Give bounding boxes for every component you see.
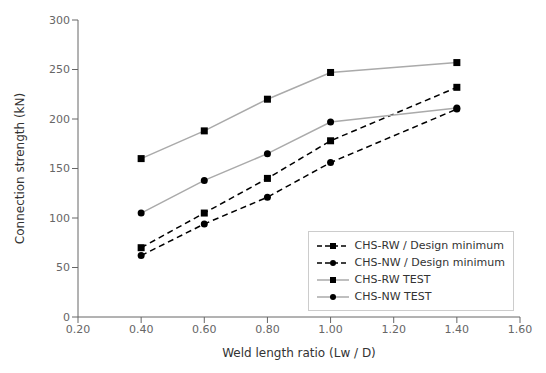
svg-text:1.60: 1.60	[508, 323, 533, 336]
svg-text:100: 100	[49, 212, 70, 225]
svg-text:1.40: 1.40	[445, 323, 470, 336]
svg-text:0: 0	[63, 311, 70, 324]
svg-text:Connection strength (kN): Connection strength (kN)	[13, 93, 27, 244]
svg-text:200: 200	[49, 113, 70, 126]
svg-text:0.20: 0.20	[66, 323, 91, 336]
svg-text:0.40: 0.40	[129, 323, 154, 336]
svg-text:Weld length ratio (Lw / D): Weld length ratio (Lw / D)	[222, 346, 376, 360]
html-text:CHS-NW / Design minimum: CHS-NW / Design minimum	[354, 256, 505, 269]
svg-text:50: 50	[56, 261, 70, 274]
html-text:CHS-RW TEST: CHS-RW TEST	[354, 273, 431, 286]
svg-text:0.60: 0.60	[192, 323, 217, 336]
svg-text:0.80: 0.80	[255, 323, 280, 336]
svg-text:1.20: 1.20	[381, 323, 406, 336]
html-text:CHS-NW TEST: CHS-NW TEST	[354, 290, 432, 303]
html-text:CHS-RW / Design minimum: CHS-RW / Design minimum	[354, 239, 504, 252]
svg-text:1.00: 1.00	[318, 323, 343, 336]
svg-text:150: 150	[49, 162, 70, 175]
svg-text:300: 300	[49, 14, 70, 27]
svg-text:250: 250	[49, 63, 70, 76]
